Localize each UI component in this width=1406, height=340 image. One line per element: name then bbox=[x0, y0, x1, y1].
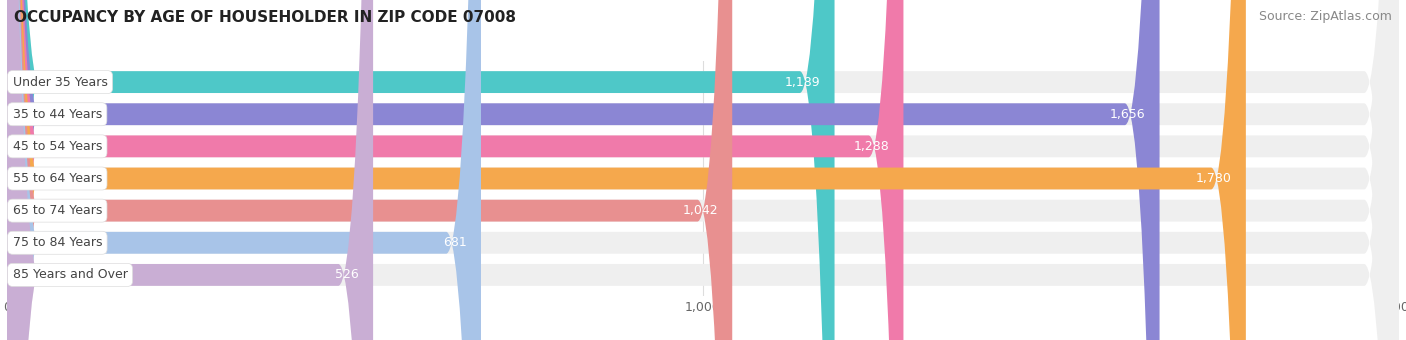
Text: Under 35 Years: Under 35 Years bbox=[13, 75, 107, 89]
Text: 1,189: 1,189 bbox=[785, 75, 821, 89]
Text: 1,780: 1,780 bbox=[1197, 172, 1232, 185]
Text: 1,656: 1,656 bbox=[1109, 108, 1146, 121]
Text: 1,042: 1,042 bbox=[683, 204, 718, 217]
FancyBboxPatch shape bbox=[7, 0, 1399, 340]
FancyBboxPatch shape bbox=[7, 0, 835, 340]
FancyBboxPatch shape bbox=[7, 0, 1399, 340]
Text: 681: 681 bbox=[443, 236, 467, 249]
Text: OCCUPANCY BY AGE OF HOUSEHOLDER IN ZIP CODE 07008: OCCUPANCY BY AGE OF HOUSEHOLDER IN ZIP C… bbox=[14, 10, 516, 25]
Text: 75 to 84 Years: 75 to 84 Years bbox=[13, 236, 103, 249]
Text: 526: 526 bbox=[336, 268, 359, 282]
FancyBboxPatch shape bbox=[7, 0, 733, 340]
FancyBboxPatch shape bbox=[7, 0, 1399, 340]
FancyBboxPatch shape bbox=[7, 0, 1160, 340]
Text: 35 to 44 Years: 35 to 44 Years bbox=[13, 108, 101, 121]
Text: 65 to 74 Years: 65 to 74 Years bbox=[13, 204, 103, 217]
FancyBboxPatch shape bbox=[7, 0, 1399, 340]
Text: 55 to 64 Years: 55 to 64 Years bbox=[13, 172, 103, 185]
Text: 1,288: 1,288 bbox=[853, 140, 890, 153]
Text: Source: ZipAtlas.com: Source: ZipAtlas.com bbox=[1258, 10, 1392, 23]
FancyBboxPatch shape bbox=[7, 0, 373, 340]
FancyBboxPatch shape bbox=[7, 0, 481, 340]
FancyBboxPatch shape bbox=[7, 0, 1399, 340]
Text: 85 Years and Over: 85 Years and Over bbox=[13, 268, 128, 282]
FancyBboxPatch shape bbox=[7, 0, 904, 340]
FancyBboxPatch shape bbox=[7, 0, 1399, 340]
FancyBboxPatch shape bbox=[7, 0, 1399, 340]
FancyBboxPatch shape bbox=[7, 0, 1246, 340]
Text: 45 to 54 Years: 45 to 54 Years bbox=[13, 140, 103, 153]
